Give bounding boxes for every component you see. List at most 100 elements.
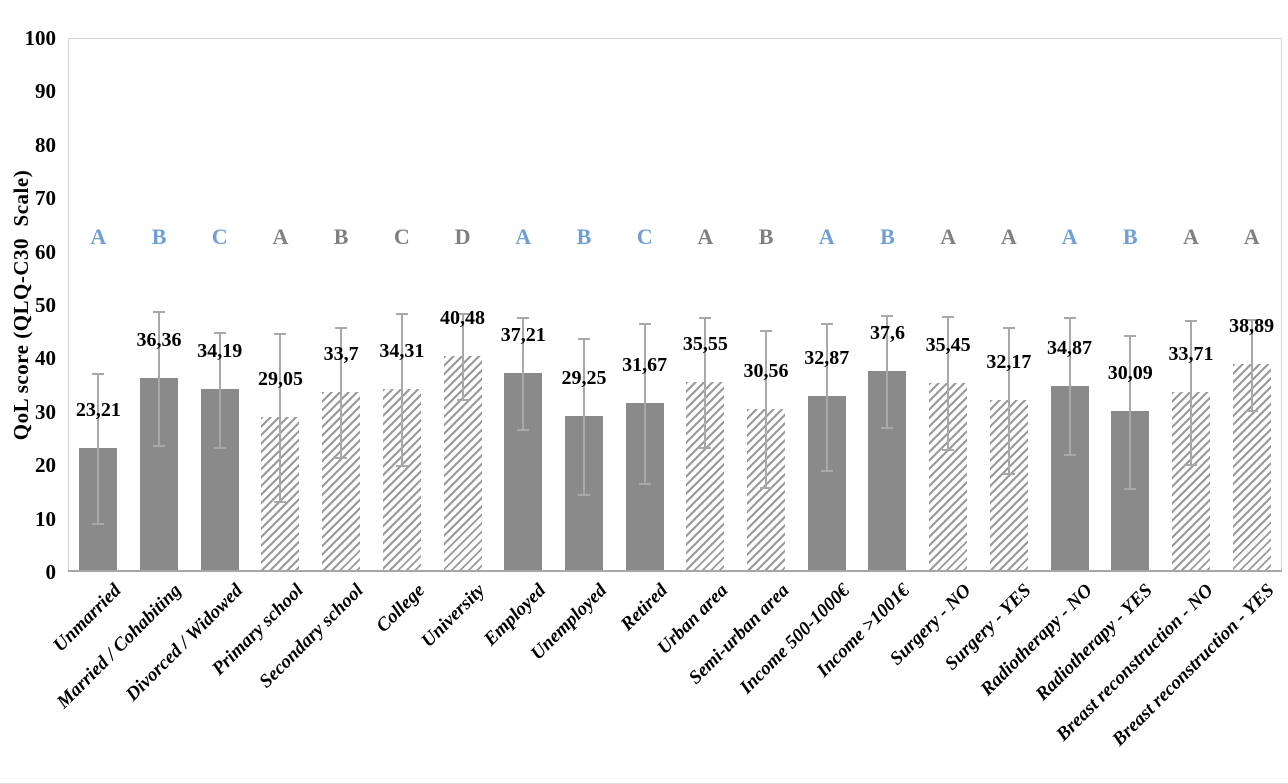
error-bar-cap-bottom bbox=[1184, 464, 1197, 467]
value-label: 40,48 bbox=[440, 306, 486, 329]
error-bar-line bbox=[1007, 327, 1010, 474]
x-tick-label: Radiotherapy - NO bbox=[976, 580, 1097, 701]
error-bar-cap-top bbox=[1063, 317, 1076, 320]
value-label: 33,71 bbox=[1168, 342, 1214, 365]
error-bar-cap-top bbox=[153, 311, 166, 314]
error-bar-cap-top bbox=[638, 322, 651, 325]
error-bar-cap-top bbox=[1245, 318, 1258, 321]
error-bar-cap-bottom bbox=[395, 464, 408, 467]
value-label: 38,89 bbox=[1229, 315, 1275, 338]
error-bar-cap-bottom bbox=[1124, 487, 1137, 490]
value-label: 35,45 bbox=[925, 333, 971, 356]
error-bar-cap-bottom bbox=[577, 493, 590, 496]
error-bar-cap-bottom bbox=[820, 469, 833, 472]
error-bar-cap-bottom bbox=[517, 429, 530, 432]
significance-letter: C bbox=[211, 224, 228, 249]
value-label: 34,87 bbox=[1047, 336, 1093, 359]
significance-letter: A bbox=[90, 224, 107, 249]
error-bar-line bbox=[158, 311, 161, 445]
error-bar-line bbox=[340, 326, 343, 458]
significance-letter: A bbox=[1182, 224, 1199, 249]
error-bar-cap-bottom bbox=[92, 523, 105, 526]
significance-letter: A bbox=[1061, 224, 1078, 249]
x-axis-line bbox=[68, 570, 1282, 572]
error-bar-line bbox=[886, 315, 889, 428]
error-bar-line bbox=[461, 313, 464, 399]
y-tick-label: 90 bbox=[35, 79, 56, 104]
error-bar-cap-top bbox=[274, 333, 287, 336]
significance-letter: C bbox=[636, 224, 653, 249]
error-bar-cap-bottom bbox=[881, 427, 894, 430]
error-bar-cap-bottom bbox=[638, 482, 651, 485]
significance-letter: B bbox=[1122, 224, 1138, 249]
error-bar-cap-bottom bbox=[1063, 454, 1076, 457]
error-bar-line bbox=[825, 323, 828, 470]
significance-letter: A bbox=[1243, 224, 1260, 249]
value-label: 30,09 bbox=[1107, 362, 1153, 385]
y-tick-label: 20 bbox=[35, 453, 56, 478]
y-tick-label: 0 bbox=[45, 560, 57, 584]
significance-letter: C bbox=[393, 224, 410, 249]
error-bar-line bbox=[1129, 334, 1132, 488]
error-bar-line bbox=[97, 372, 100, 524]
significance-letter: A bbox=[515, 224, 532, 249]
error-bar-cap-top bbox=[820, 323, 833, 326]
value-label: 33,7 bbox=[323, 343, 359, 366]
value-label: 30,56 bbox=[743, 359, 789, 382]
error-bar-cap-bottom bbox=[942, 448, 955, 451]
significance-letter: B bbox=[758, 224, 774, 249]
significance-letter: B bbox=[576, 224, 592, 249]
error-bar-line bbox=[947, 316, 950, 449]
y-tick-label: 70 bbox=[35, 186, 56, 211]
x-tick-label: Secondary school bbox=[255, 580, 369, 693]
error-bar-cap-bottom bbox=[1002, 473, 1015, 476]
error-bar-cap-top bbox=[395, 312, 408, 315]
y-tick-label: 40 bbox=[35, 346, 56, 371]
y-tick-label: 10 bbox=[35, 506, 56, 531]
error-bar-cap-top bbox=[760, 330, 773, 333]
value-label: 37,21 bbox=[500, 324, 546, 347]
y-tick-label: 100 bbox=[24, 26, 57, 50]
error-bar-cap-top bbox=[1124, 334, 1137, 337]
error-bar-cap-top bbox=[699, 317, 712, 319]
significance-letter: B bbox=[333, 224, 349, 249]
plot-area bbox=[68, 38, 1282, 572]
y-tick-label: 30 bbox=[35, 399, 56, 424]
value-label: 31,67 bbox=[622, 353, 668, 376]
y-tick-label: 50 bbox=[35, 293, 56, 317]
value-label: 23,21 bbox=[75, 399, 121, 422]
value-label: 29,25 bbox=[561, 366, 607, 389]
value-label: 32,17 bbox=[986, 351, 1032, 374]
error-bar-line bbox=[643, 322, 646, 483]
significance-letter: D bbox=[454, 224, 471, 249]
error-bar-line bbox=[279, 333, 282, 501]
error-bar-line bbox=[1189, 319, 1192, 465]
error-bar-cap-top bbox=[1184, 319, 1197, 322]
error-bar-cap-top bbox=[517, 317, 530, 320]
x-tick-label: College bbox=[372, 580, 429, 637]
error-bar-cap-bottom bbox=[456, 398, 469, 401]
error-bar-line bbox=[1250, 318, 1253, 410]
error-bar-cap-bottom bbox=[153, 444, 166, 447]
error-bar-line bbox=[400, 312, 403, 465]
error-bar-cap-bottom bbox=[335, 457, 348, 460]
error-bar-cap-top bbox=[577, 337, 590, 340]
error-bar-cap-top bbox=[92, 372, 105, 375]
error-bar-cap-bottom bbox=[274, 500, 287, 503]
significance-letter: A bbox=[818, 224, 835, 249]
significance-letter: A bbox=[272, 224, 289, 249]
error-bar-line bbox=[582, 337, 585, 494]
y-tick-label: 60 bbox=[35, 239, 56, 264]
error-bar-line bbox=[704, 317, 707, 448]
y-tick-label: 80 bbox=[35, 132, 56, 157]
significance-letter: A bbox=[940, 224, 957, 249]
error-bar-cap-top bbox=[942, 316, 955, 319]
value-label: 29,05 bbox=[257, 367, 303, 390]
error-bar-cap-top bbox=[213, 331, 226, 334]
value-label: 32,87 bbox=[804, 347, 850, 370]
error-bar-cap-top bbox=[335, 326, 348, 329]
x-tick-label: Retired bbox=[616, 580, 672, 636]
significance-letter: A bbox=[697, 224, 714, 249]
significance-letter: B bbox=[880, 224, 895, 249]
